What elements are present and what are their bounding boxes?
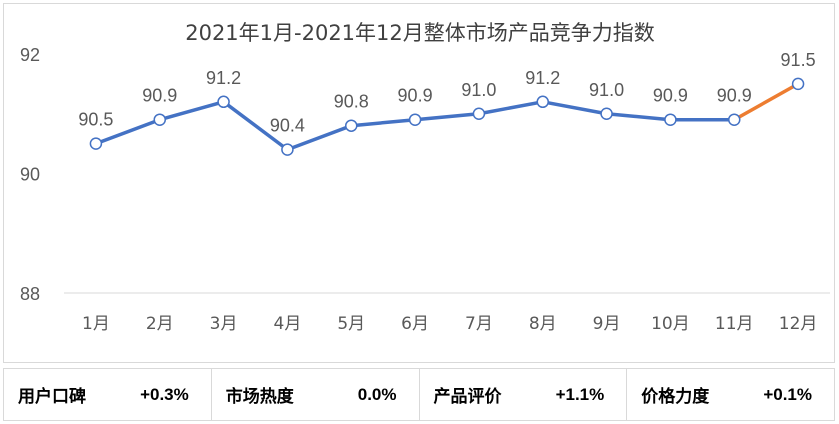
metric-value: +0.1%: [763, 384, 812, 404]
x-tick-label: 8月: [529, 314, 557, 334]
data-point: [472, 107, 486, 120]
chart-frame: 2021年1月-2021年12月整体市场产品竞争力指数 88 90 92 1月 2月 3月…: [3, 3, 835, 363]
data-label: 90.9: [142, 86, 177, 106]
data-label: 91.2: [206, 68, 241, 88]
x-tick-label: 11月: [715, 314, 754, 334]
line-chart: 2021年1月-2021年12月整体市场产品竞争力指数 88 90 92 1月 2月 3月…: [20, 21, 830, 334]
data-label: 91.0: [589, 80, 624, 100]
x-tick-label: 4月: [274, 314, 302, 334]
metric-product-review: 产品评价 +1.1%: [420, 369, 628, 420]
metric-user-reputation: 用户口碑 +0.3%: [4, 369, 212, 420]
data-point: [664, 113, 677, 126]
data-label: 90.5: [78, 110, 113, 130]
data-point: [536, 95, 549, 109]
data-point: [217, 95, 230, 109]
data-label: 90.9: [653, 86, 688, 106]
metric-value: +1.1%: [555, 384, 605, 404]
x-tick-label: 9月: [593, 314, 621, 334]
x-tick-label: 12月: [779, 314, 818, 334]
data-point: [408, 113, 422, 126]
metric-value: +0.3%: [140, 384, 189, 404]
y-tick-label: 90: [20, 165, 40, 185]
x-tick-label: 7月: [465, 314, 493, 334]
metric-market-heat: 市场热度 0.0%: [212, 369, 420, 420]
data-label: 91.0: [461, 80, 496, 100]
data-point: [600, 107, 613, 120]
data-label: 91.5: [781, 50, 816, 70]
data-point: [791, 77, 805, 91]
data-label: 90.9: [398, 86, 433, 106]
y-tick-label: 92: [20, 45, 40, 65]
data-label: 90.8: [334, 92, 369, 112]
metric-value: 0.0%: [357, 384, 397, 404]
y-tick-label: 88: [20, 284, 40, 304]
data-point: [345, 119, 358, 132]
x-tick-label: 2月: [146, 314, 174, 334]
metric-label: 价格力度: [641, 387, 710, 407]
metric-label: 市场热度: [225, 387, 294, 407]
data-point: [281, 143, 294, 156]
metrics-bar: 用户口碑 +0.3% 市场热度 0.0% 产品评价 +1.1% 价格力度 +0.…: [3, 368, 835, 421]
data-label: 91.2: [525, 68, 560, 88]
x-tick-label: 3月: [210, 314, 238, 334]
metric-price-strength: 价格力度 +0.1%: [627, 369, 834, 420]
x-tick-label: 5月: [337, 314, 365, 334]
highlight-segment: [732, 82, 800, 122]
data-point: [89, 137, 103, 150]
metric-label: 用户口碑: [18, 387, 86, 407]
metric-label: 产品评价: [433, 387, 502, 407]
data-point: [153, 113, 166, 126]
data-label: 90.4: [270, 116, 305, 136]
x-tick-label: 10月: [651, 314, 690, 334]
x-tick-label: 1月: [82, 314, 110, 334]
data-point: [728, 113, 741, 126]
chart-title: 2021年1月-2021年12月整体市场产品竞争力指数: [185, 21, 655, 45]
x-tick-label: 6月: [401, 314, 429, 334]
data-label: 90.9: [717, 86, 752, 106]
